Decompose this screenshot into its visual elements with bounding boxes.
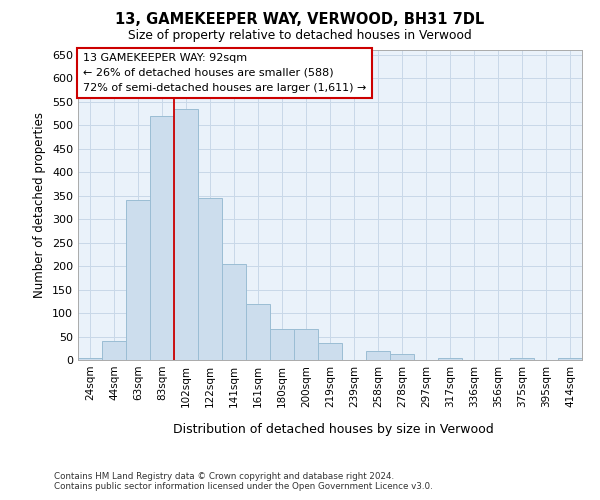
Bar	[102, 341, 126, 360]
Bar	[438, 358, 462, 360]
Bar	[126, 200, 150, 360]
Bar	[558, 358, 582, 360]
Bar	[246, 304, 270, 360]
Text: 13, GAMEKEEPER WAY, VERWOOD, BH31 7DL: 13, GAMEKEEPER WAY, VERWOOD, BH31 7DL	[115, 12, 485, 28]
Bar	[78, 358, 102, 360]
Bar	[150, 116, 174, 360]
Bar	[318, 342, 342, 360]
Bar	[510, 358, 534, 360]
Text: Distribution of detached houses by size in Verwood: Distribution of detached houses by size …	[173, 422, 493, 436]
Bar	[198, 198, 222, 360]
Y-axis label: Number of detached properties: Number of detached properties	[34, 112, 46, 298]
Text: Size of property relative to detached houses in Verwood: Size of property relative to detached ho…	[128, 29, 472, 42]
Bar	[390, 354, 414, 360]
Text: Contains HM Land Registry data © Crown copyright and database right 2024.: Contains HM Land Registry data © Crown c…	[54, 472, 394, 481]
Bar	[270, 330, 294, 360]
Bar	[174, 108, 198, 360]
Text: 13 GAMEKEEPER WAY: 92sqm
← 26% of detached houses are smaller (588)
72% of semi-: 13 GAMEKEEPER WAY: 92sqm ← 26% of detach…	[83, 53, 367, 92]
Text: Contains public sector information licensed under the Open Government Licence v3: Contains public sector information licen…	[54, 482, 433, 491]
Bar	[366, 350, 390, 360]
Bar	[294, 330, 318, 360]
Bar	[222, 264, 246, 360]
